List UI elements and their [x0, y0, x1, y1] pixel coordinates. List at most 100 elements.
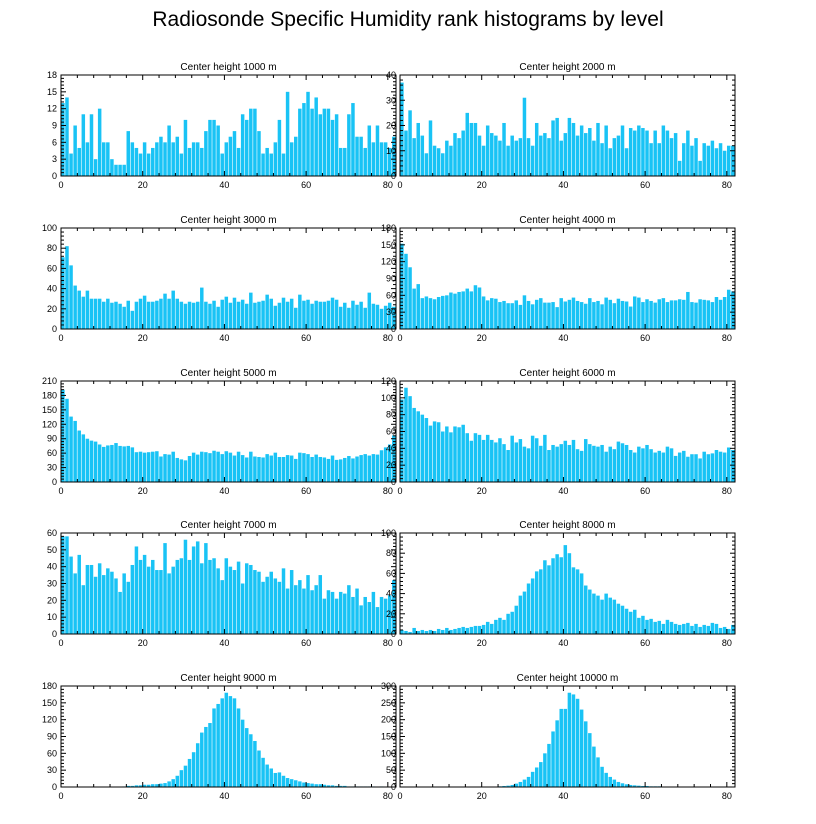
- histogram-bar: [510, 135, 514, 176]
- histogram-bar: [73, 573, 77, 634]
- histogram-bar: [343, 302, 347, 329]
- y-tick-label: 80: [386, 548, 396, 558]
- histogram-bar: [547, 138, 551, 176]
- histogram-bar: [641, 615, 645, 634]
- histogram-bar: [567, 444, 572, 482]
- histogram-bar: [93, 298, 98, 329]
- histogram-bar: [232, 570, 237, 634]
- histogram-bar: [604, 297, 608, 329]
- histogram-bar: [281, 456, 286, 482]
- histogram-bar: [289, 570, 294, 634]
- histogram-bar: [61, 257, 65, 329]
- histogram-bar: [134, 301, 139, 329]
- y-tick-label: 200: [381, 715, 396, 725]
- histogram-bar: [702, 624, 706, 634]
- histogram-bar: [367, 125, 372, 176]
- histogram-bar: [600, 766, 604, 787]
- histogram-bar: [461, 424, 465, 482]
- histogram-bar: [330, 591, 335, 634]
- histogram-bar: [543, 133, 547, 176]
- histogram-bar: [285, 778, 290, 787]
- histogram-bar: [138, 153, 143, 176]
- histogram-bar: [510, 611, 514, 634]
- histogram-bar: [347, 456, 351, 482]
- histogram-bar: [400, 243, 404, 329]
- x-tick-label: 0: [58, 638, 63, 648]
- histogram-bar: [236, 451, 241, 482]
- histogram-bar: [645, 785, 649, 787]
- y-tick-label: 40: [47, 562, 57, 572]
- histogram-bar: [142, 142, 147, 176]
- y-tick-label: 40: [47, 284, 57, 294]
- histogram-bar: [191, 452, 196, 482]
- y-tick-label: 3: [52, 154, 57, 164]
- histogram-bar: [363, 454, 367, 482]
- histogram-bar: [179, 153, 184, 176]
- histogram-bar: [298, 580, 302, 634]
- x-tick-label: 40: [558, 180, 568, 190]
- histogram-bar: [445, 140, 449, 176]
- histogram-bar: [253, 570, 257, 634]
- plot-frame: [399, 685, 736, 788]
- x-tick-label: 0: [58, 486, 63, 496]
- histogram-bar: [261, 457, 265, 482]
- panel-6: Center height 6000 m0 20 40 60 8002040608010…: [381, 368, 736, 496]
- histogram-bar: [69, 416, 73, 482]
- histogram-bar: [400, 399, 404, 482]
- histogram-bar: [330, 455, 335, 482]
- x-tick-label: 40: [219, 333, 229, 343]
- histogram-bar: [624, 784, 629, 787]
- histogram-bar: [232, 698, 237, 787]
- histogram-bar: [539, 135, 543, 176]
- histogram-bar: [571, 297, 576, 329]
- histogram-bar: [322, 784, 327, 787]
- histogram-bar: [89, 440, 94, 482]
- plot-frame: [60, 227, 397, 330]
- histogram-bar: [130, 142, 135, 176]
- histogram-bar: [604, 593, 608, 634]
- histogram-bar: [567, 117, 572, 176]
- histogram-bar: [236, 708, 241, 787]
- histogram-bar: [110, 571, 114, 634]
- histogram-bar: [232, 131, 237, 176]
- histogram-bar: [612, 303, 617, 329]
- histogram-bar: [151, 301, 155, 329]
- histogram-bar: [89, 564, 94, 634]
- histogram-bar: [200, 563, 204, 634]
- x-tick-label: 20: [138, 180, 148, 190]
- y-tick-label: 150: [381, 732, 396, 742]
- histogram-bar: [224, 692, 229, 787]
- histogram-bar: [351, 596, 355, 634]
- x-tick-label: 80: [383, 333, 393, 343]
- histogram-bar: [539, 569, 543, 634]
- histogram-bar: [633, 296, 637, 329]
- histogram-bar: [204, 452, 208, 482]
- histogram-bar: [326, 108, 331, 176]
- histogram-bar: [555, 446, 559, 482]
- histogram-bar: [322, 457, 327, 482]
- histogram-bar: [289, 455, 294, 482]
- x-tick-label: 20: [477, 180, 487, 190]
- histogram-bar: [338, 147, 343, 176]
- histogram-bar: [571, 122, 576, 176]
- histogram-bar: [338, 459, 343, 482]
- histogram-bar: [183, 303, 188, 329]
- x-tick-label: 60: [640, 791, 650, 801]
- histogram-bar: [722, 297, 727, 329]
- histogram-bar: [73, 285, 77, 329]
- histogram-bar: [298, 452, 302, 482]
- histogram-bar: [228, 566, 233, 634]
- histogram-bar: [424, 296, 429, 329]
- histogram-bar: [298, 294, 302, 329]
- histogram-bar: [530, 578, 535, 634]
- histogram-bar: [379, 142, 384, 176]
- histogram-bar: [677, 452, 682, 482]
- plot-frame: [399, 532, 736, 635]
- histogram-bar: [718, 143, 723, 176]
- histogram-bar: [412, 138, 416, 176]
- histogram-bar: [122, 306, 126, 329]
- histogram-bar: [469, 626, 474, 634]
- histogram-bar: [616, 135, 621, 176]
- histogram-bar: [338, 785, 343, 787]
- histogram-bar: [473, 122, 478, 176]
